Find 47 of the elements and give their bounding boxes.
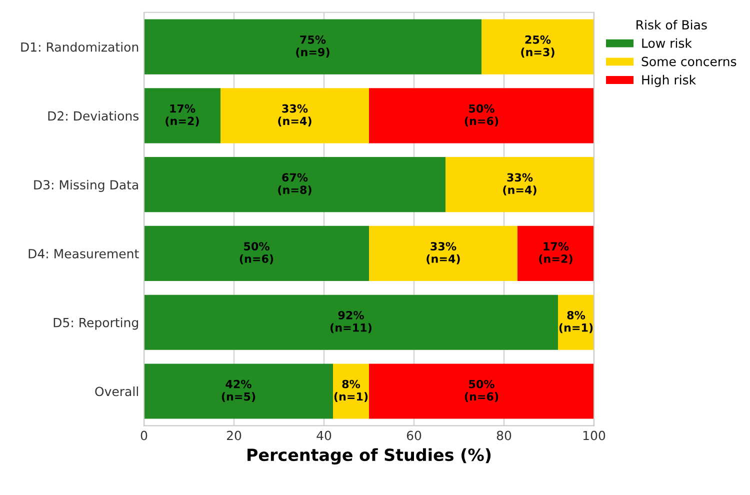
y-tick-label: Overall [95, 386, 138, 396]
data-label: 92% (n=11) [330, 310, 372, 334]
y-tick-label: D1: Randomization [21, 42, 138, 52]
bar [558, 294, 594, 350]
data-label: 33% (n=4) [278, 104, 312, 126]
data-label: 75% (n=9) [296, 35, 330, 58]
bar [144, 88, 220, 144]
bar [518, 226, 594, 282]
data-label: 50% (n=6) [240, 242, 274, 264]
bar [446, 157, 594, 212]
data-label: 50% (n=6) [464, 380, 498, 402]
y-tick-label: D4: Measurement [28, 249, 139, 258]
x-tick-label: 100 [583, 430, 606, 440]
legend-label: Some concerns [642, 56, 736, 66]
bar [144, 294, 558, 350]
data-label: 67% (n=8) [278, 173, 312, 196]
x-tick-label: 60 [406, 430, 422, 440]
x-tick-label: 40 [316, 430, 332, 440]
data-label: 17% (n=2) [539, 242, 572, 264]
bar [369, 88, 594, 144]
data-label: 17% (n=2) [166, 104, 199, 126]
bar [369, 364, 594, 419]
x-tick-label: 20 [226, 430, 242, 440]
x-axis-title: Percentage of Studies (%) [248, 448, 491, 464]
legend-label: High risk [642, 74, 696, 88]
bar [482, 19, 594, 74]
x-tick-label: 80 [496, 430, 512, 440]
legend-title: Risk of Bias [636, 20, 707, 30]
bar [144, 157, 446, 212]
data-label: 42% (n=5) [222, 380, 256, 402]
bar [220, 88, 369, 144]
data-label: 8% (n=1) [334, 380, 368, 402]
y-tick-label: D3: Missing Data [34, 180, 138, 192]
bar [144, 364, 333, 419]
data-label: 50% (n=6) [464, 104, 498, 126]
x-tick-label: 0 [140, 430, 148, 440]
bar [333, 364, 369, 419]
data-label: 25% (n=3) [521, 35, 554, 58]
y-tick-label: D2: Deviations [48, 110, 139, 121]
data-label: 33% (n=4) [503, 173, 536, 196]
bar [144, 19, 482, 74]
data-label: 33% (n=4) [426, 242, 460, 264]
legend-label: Low risk [642, 38, 692, 48]
data-label: 8% (n=1) [559, 310, 593, 334]
bar [369, 226, 518, 282]
y-tick-label: D5: Reporting [54, 318, 138, 330]
bar [144, 226, 369, 282]
